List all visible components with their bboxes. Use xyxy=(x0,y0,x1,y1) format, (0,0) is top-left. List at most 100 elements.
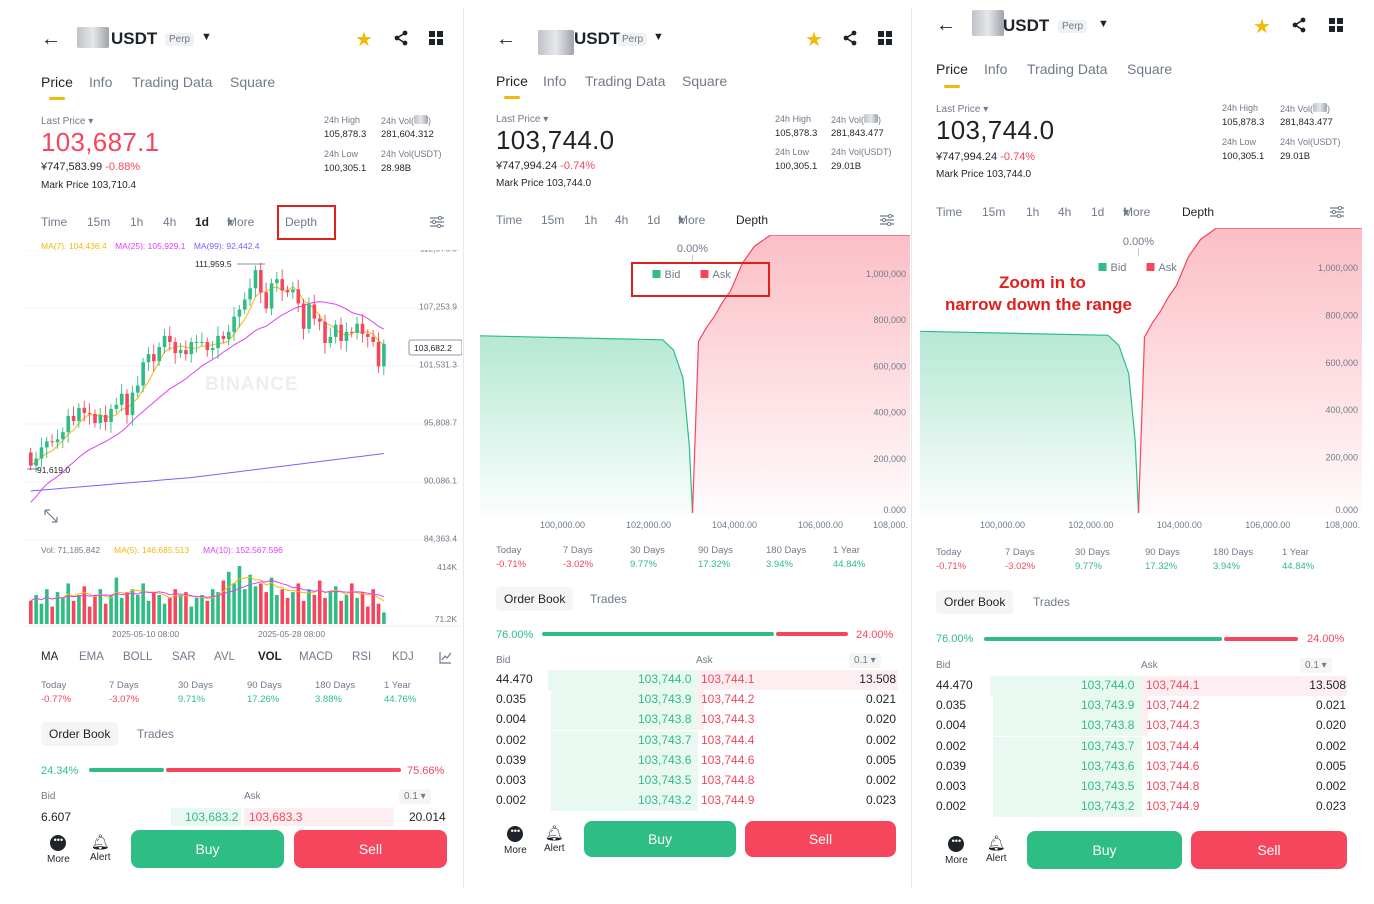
tf-15m[interactable]: 15m xyxy=(982,205,1006,219)
star-icon[interactable]: ★ xyxy=(805,29,823,51)
indicator-6[interactable]: MACD xyxy=(299,651,333,663)
ob-bid-price[interactable]: 103,743.6 xyxy=(1081,758,1135,773)
settings-sliders-icon[interactable] xyxy=(880,214,894,226)
settings-sliders-icon[interactable] xyxy=(430,216,444,228)
ob-bid-price[interactable]: 103,744.0 xyxy=(1081,678,1135,692)
depth-chart[interactable]: 0.00% Bid Ask 1,000,000 800,000 600,000 400,00… xyxy=(480,235,910,540)
back-arrow-icon[interactable]: ← xyxy=(936,14,956,36)
tf-4h[interactable]: 4h xyxy=(1058,205,1072,219)
ob-bid-price[interactable]: 103,743.2 xyxy=(638,793,692,808)
ob-bid-price[interactable]: 103,743.7 xyxy=(1081,738,1135,753)
fullscreen-icon[interactable] xyxy=(44,509,58,523)
nav-more[interactable]: ••• More xyxy=(504,826,527,856)
trades-tab[interactable]: Trades xyxy=(137,727,174,741)
tf-time[interactable]: Time xyxy=(936,205,963,219)
tab-price[interactable]: Price xyxy=(41,74,73,90)
nav-alert[interactable]: 🔔︎ Alert xyxy=(986,835,1007,864)
ob-ask-price[interactable]: 103,744.9 xyxy=(1146,799,1200,814)
tf-4h[interactable]: 4h xyxy=(615,213,629,227)
ob-ask-price[interactable]: 103,744.1 xyxy=(701,672,755,686)
chevron-down-icon[interactable]: ▼ xyxy=(653,31,664,43)
buy-button[interactable]: Buy xyxy=(131,830,284,868)
tf-depth[interactable]: Depth xyxy=(285,215,318,229)
ob-ask-price[interactable]: 103,683.3 xyxy=(249,810,303,824)
tf-1h[interactable]: 1h xyxy=(130,215,144,229)
ob-bid-price[interactable]: 103,743.8 xyxy=(638,712,692,727)
ob-ask-price[interactable]: 103,744.6 xyxy=(701,752,755,767)
sell-button[interactable]: Sell xyxy=(294,830,447,868)
nav-alert[interactable]: 🔔︎ Alert xyxy=(544,825,565,854)
buy-button[interactable]: Buy xyxy=(1027,831,1182,869)
sell-button[interactable]: Sell xyxy=(1191,831,1347,869)
share-icon[interactable] xyxy=(1291,17,1307,33)
share-icon[interactable] xyxy=(842,30,858,46)
tf-4h[interactable]: 4h xyxy=(163,215,177,229)
tab-info[interactable]: Info xyxy=(543,73,567,89)
back-arrow-icon[interactable]: ← xyxy=(496,28,516,50)
indicator-1[interactable]: EMA xyxy=(79,651,104,663)
ob-ask-price[interactable]: 103,744.9 xyxy=(701,793,755,808)
tf-depth[interactable]: Depth xyxy=(1182,205,1215,219)
tab-trading-data[interactable]: Trading Data xyxy=(132,74,213,90)
tf-depth[interactable]: Depth xyxy=(736,213,769,227)
tab-square[interactable]: Square xyxy=(1127,61,1173,77)
tf-1h[interactable]: 1h xyxy=(1026,205,1040,219)
chevron-down-icon[interactable]: ▼ xyxy=(1098,18,1109,30)
indicator-4[interactable]: AVL xyxy=(214,651,235,663)
tf-1d[interactable]: 1d xyxy=(647,213,661,227)
ob-ask-price[interactable]: 103,744.8 xyxy=(1146,779,1200,793)
tab-trading-data[interactable]: Trading Data xyxy=(585,73,666,89)
step-select[interactable]: 0.1 ▾ xyxy=(849,653,881,668)
candlestick-chart[interactable]: BINANCE 112,976.6 107,253.9 101,531.3 95,80… xyxy=(25,250,462,645)
depth-chart[interactable]: 0.00% Bid Ask 1,000,000 800,000 600,000 400,00… xyxy=(920,228,1362,540)
tf-more[interactable]: More ▾ xyxy=(1123,205,1151,219)
step-select[interactable]: 0.1 ▾ xyxy=(1300,658,1332,673)
indicator-3[interactable]: SAR xyxy=(172,651,196,663)
nav-more[interactable]: ••• More xyxy=(945,836,968,866)
step-select[interactable]: 0.1 ▾ xyxy=(399,789,431,804)
indicator-0[interactable]: MA xyxy=(41,651,59,663)
ob-ask-price[interactable]: 103,744.3 xyxy=(1146,718,1200,733)
indicator-7[interactable]: RSI xyxy=(352,651,372,663)
tf-15m[interactable]: 15m xyxy=(541,213,565,227)
chevron-down-icon[interactable]: ▼ xyxy=(201,31,212,43)
orderbook-tab[interactable]: Order Book xyxy=(936,590,1014,614)
ob-ask-price[interactable]: 103,744.6 xyxy=(1146,758,1200,773)
tf-15m[interactable]: 15m xyxy=(87,215,111,229)
ob-bid-price[interactable]: 103,743.5 xyxy=(1081,779,1135,793)
tf-time[interactable]: Time xyxy=(41,215,68,229)
ob-bid-price[interactable]: 103,743.5 xyxy=(638,773,692,787)
tab-square[interactable]: Square xyxy=(230,74,276,90)
buy-button[interactable]: Buy xyxy=(584,821,736,857)
indicator-2[interactable]: BOLL xyxy=(123,651,153,663)
grid-icon[interactable] xyxy=(878,31,892,45)
ob-bid-price[interactable]: 103,743.9 xyxy=(638,692,692,707)
ob-ask-price[interactable]: 103,744.2 xyxy=(1146,698,1200,713)
ob-ask-price[interactable]: 103,744.4 xyxy=(701,732,755,747)
ob-bid-price[interactable]: 103,683.2 xyxy=(185,810,239,824)
indicator-settings-icon[interactable] xyxy=(439,651,452,664)
tf-more[interactable]: More ▾ xyxy=(227,215,255,229)
tab-price[interactable]: Price xyxy=(936,61,968,77)
ob-bid-price[interactable]: 103,743.7 xyxy=(638,732,692,747)
ob-bid-price[interactable]: 103,743.6 xyxy=(638,752,692,767)
ob-bid-price[interactable]: 103,744.0 xyxy=(638,672,692,686)
ob-ask-price[interactable]: 103,744.3 xyxy=(701,712,755,727)
ob-ask-price[interactable]: 103,744.1 xyxy=(1146,678,1200,692)
nav-alert[interactable]: 🔔︎ Alert xyxy=(90,834,111,863)
ob-ask-price[interactable]: 103,744.2 xyxy=(701,692,755,707)
tab-price[interactable]: Price xyxy=(496,73,528,89)
star-icon[interactable]: ★ xyxy=(355,29,373,51)
grid-icon[interactable] xyxy=(1329,18,1343,32)
trades-tab[interactable]: Trades xyxy=(1033,595,1070,609)
share-icon[interactable] xyxy=(393,30,409,46)
indicator-8[interactable]: KDJ xyxy=(392,651,414,663)
ob-bid-price[interactable]: 103,743.2 xyxy=(1081,799,1135,814)
indicator-5[interactable]: VOL xyxy=(258,651,282,663)
tab-trading-data[interactable]: Trading Data xyxy=(1027,61,1108,77)
trades-tab[interactable]: Trades xyxy=(590,592,627,606)
tf-1d[interactable]: 1d xyxy=(195,215,210,229)
ob-ask-price[interactable]: 103,744.4 xyxy=(1146,738,1200,753)
settings-sliders-icon[interactable] xyxy=(1330,206,1344,218)
sell-button[interactable]: Sell xyxy=(745,821,896,857)
